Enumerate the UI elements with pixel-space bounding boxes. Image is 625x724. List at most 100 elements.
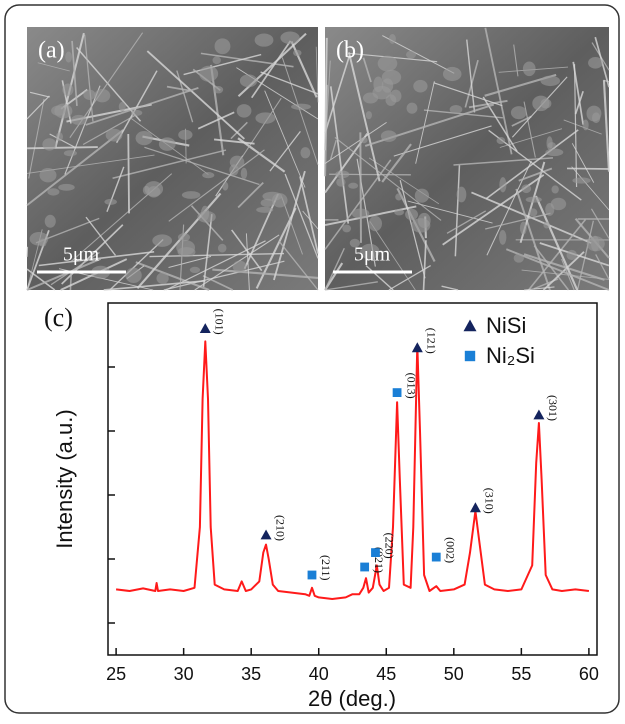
grain <box>94 89 110 103</box>
grain <box>83 90 95 100</box>
legend-label: NiSi <box>486 313 526 338</box>
x-tick-label: 55 <box>511 664 531 684</box>
grain <box>348 183 358 189</box>
grain <box>58 184 74 191</box>
grain <box>335 171 349 179</box>
grain <box>415 189 429 203</box>
peak-label: (210) <box>273 515 287 541</box>
grain <box>514 254 524 263</box>
grain <box>543 221 549 228</box>
grain <box>529 208 537 216</box>
fiber <box>360 132 361 242</box>
scale-bar-label: 5μm <box>63 244 100 266</box>
grain <box>541 76 561 86</box>
peak-label: (220) <box>383 533 397 559</box>
grain <box>222 182 228 191</box>
panel-label: (b) <box>336 38 364 64</box>
grain <box>256 207 273 213</box>
grain <box>532 96 549 111</box>
grain <box>520 222 527 235</box>
x-tick-label: 50 <box>444 664 464 684</box>
grain <box>511 106 527 119</box>
grain <box>300 147 310 158</box>
marker <box>261 530 272 540</box>
grain <box>272 193 288 207</box>
fiber <box>27 147 98 148</box>
grain <box>241 168 247 180</box>
grain <box>30 232 49 246</box>
x-tick-label: 35 <box>241 664 261 684</box>
grain <box>450 105 463 114</box>
grain <box>201 206 209 221</box>
grain <box>213 86 223 93</box>
x-axis-label: 2θ (deg.) <box>308 686 396 711</box>
grain <box>413 80 427 93</box>
grain <box>178 233 190 241</box>
peak-label: (211) <box>319 555 333 581</box>
grain <box>42 138 56 150</box>
grain <box>280 31 299 44</box>
grain <box>56 132 63 141</box>
grain <box>47 188 59 195</box>
x-tick-label: 40 <box>309 664 329 684</box>
grain <box>499 177 506 192</box>
grain <box>178 130 192 140</box>
grain <box>526 197 542 203</box>
marker <box>371 548 380 557</box>
grain <box>152 234 172 246</box>
grain <box>237 104 252 118</box>
grain <box>521 184 531 193</box>
grain <box>523 62 536 77</box>
legend-label: Ni₂Si <box>486 343 535 368</box>
grain <box>336 178 345 187</box>
grain <box>182 191 201 199</box>
panel-label: (c) <box>44 303 73 332</box>
y-axis-label: Intensity (a.u.) <box>52 409 77 548</box>
marker <box>308 571 317 580</box>
marker <box>533 410 544 420</box>
grain <box>499 230 506 245</box>
grain <box>104 199 117 205</box>
marker <box>465 351 475 361</box>
grain <box>389 34 396 44</box>
peak-label: (121) <box>425 328 439 354</box>
x-tick-label: 25 <box>106 664 126 684</box>
marker <box>464 320 477 332</box>
fiber <box>128 134 129 213</box>
grain <box>255 33 274 46</box>
marker <box>393 388 402 397</box>
grain <box>215 38 231 54</box>
grain <box>411 218 430 232</box>
grain <box>360 137 367 143</box>
marker <box>360 563 369 572</box>
data-line <box>116 341 589 599</box>
grain <box>457 187 467 203</box>
peak-label: (101) <box>213 309 227 335</box>
grain <box>591 236 599 252</box>
grain <box>106 129 123 142</box>
marker <box>200 323 211 333</box>
x-tick-label: 30 <box>174 664 194 684</box>
grain <box>407 103 418 114</box>
grain <box>394 209 404 215</box>
grain <box>497 137 506 144</box>
grain <box>386 94 397 105</box>
grain <box>176 240 195 255</box>
marker <box>470 502 481 512</box>
grain <box>293 50 302 56</box>
marker <box>432 553 441 562</box>
grain <box>199 66 218 82</box>
grain <box>131 110 142 116</box>
grain <box>71 115 87 125</box>
grain <box>125 268 141 283</box>
grain <box>213 56 221 64</box>
grain <box>378 56 398 72</box>
grain <box>566 250 577 260</box>
grain <box>572 177 590 183</box>
grain <box>143 186 150 195</box>
grain <box>369 216 382 231</box>
grain <box>64 150 77 156</box>
grain <box>588 57 603 69</box>
